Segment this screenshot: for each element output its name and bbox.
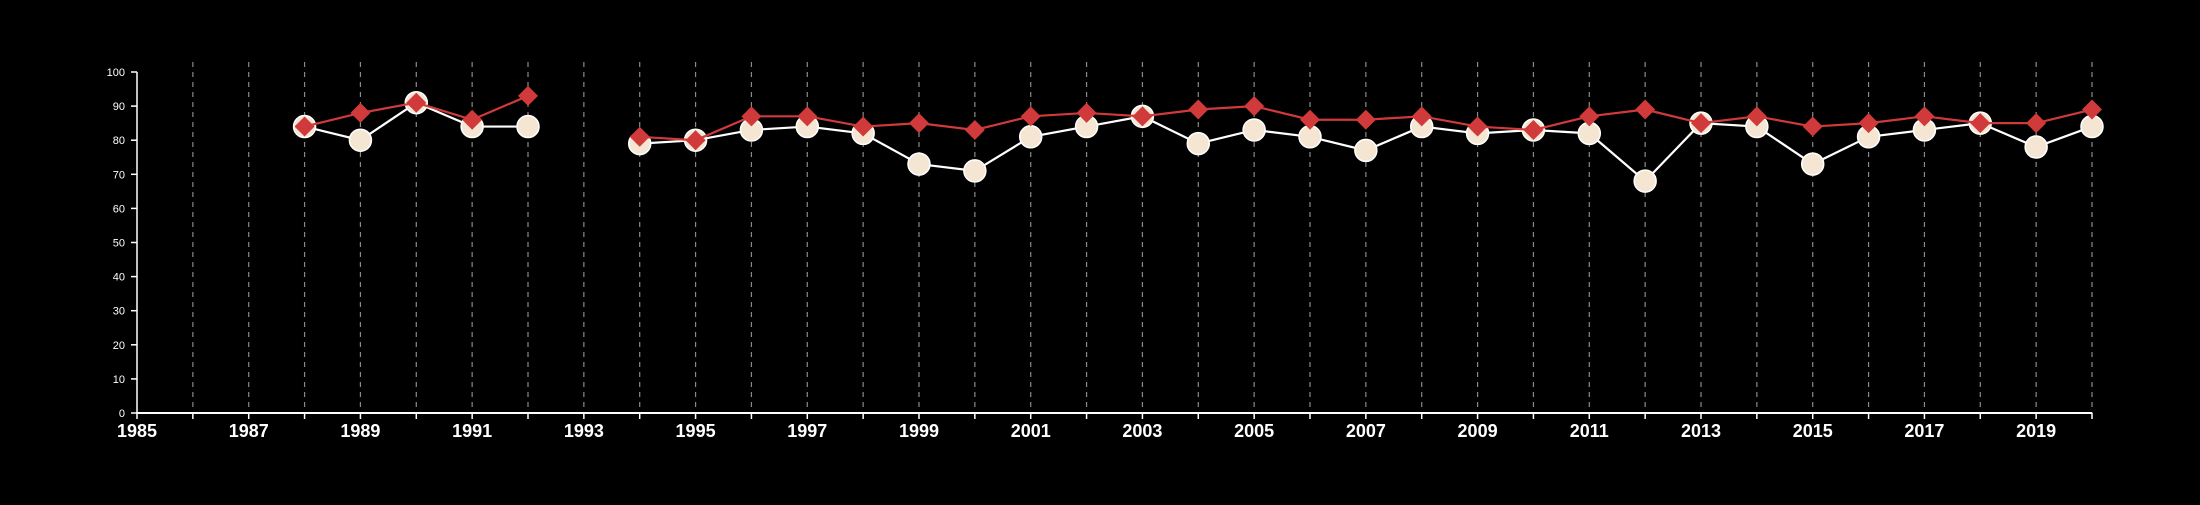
x-tick-label: 2013 [1681,421,1721,441]
axis-layer: 0 10 20 30 40 50 60 70 80 90 100 1985 1987 1989 1991 19… [107,67,2093,441]
data-point [1355,109,1376,130]
x-tick-label: 1989 [340,421,380,441]
data-point [853,116,874,137]
data-point [1242,118,1266,142]
data-point [348,128,373,152]
y-tick-label: 40 [113,272,125,284]
x-tick-label: 1987 [229,421,269,441]
data-point [1523,119,1544,140]
data-point [350,102,371,123]
series-diamond [294,85,2102,151]
y-tick-label: 30 [113,306,125,318]
data-point [685,130,706,151]
data-point [406,92,427,113]
data-point [1300,109,1320,130]
data-point [964,119,985,140]
series-layer [292,85,2104,193]
data-point [1018,125,1043,149]
x-tick-label: 1993 [564,421,604,441]
data-point [2082,99,2102,120]
data-point [294,116,315,137]
x-tick-label: 1991 [452,421,492,441]
x-tick-label: 1995 [676,421,716,441]
data-point [462,109,483,130]
x-tick-label: 2007 [1346,421,1386,441]
x-tick-label: 2019 [2016,421,2056,441]
data-point [907,152,931,176]
data-point [1691,113,1711,134]
data-point [1411,106,1432,127]
data-point [2024,135,2048,159]
data-point [1188,99,1209,120]
data-point [1970,113,1991,134]
y-tick-label: 70 [113,169,125,181]
y-tick-label: 10 [113,374,125,386]
data-point [1020,106,1041,127]
y-tick-label: 100 [107,67,125,79]
x-tick-label: 2015 [1793,421,1833,441]
y-tick-label: 50 [113,238,125,250]
data-point [1132,106,1153,127]
data-point [1914,106,1935,127]
data-point [518,85,538,106]
x-tick-label: 1999 [899,421,939,441]
x-tick-label: 2001 [1011,421,1051,441]
x-tick-label: 2011 [1570,421,1609,441]
data-point [797,106,818,127]
data-point [1244,96,1265,117]
x-tick-label: 1997 [787,421,827,441]
data-point [1802,116,1823,137]
data-point [1076,102,1097,123]
data-point [909,113,929,134]
data-point [629,126,650,147]
data-point [516,114,540,139]
data-point [1746,106,1767,127]
grid-layer [192,62,2093,413]
x-tick-label: 2003 [1122,421,1162,441]
data-point [741,106,762,127]
y-tick-label: 20 [113,340,125,352]
y-tick-label: 0 [119,408,125,420]
data-point [2026,113,2047,134]
data-point [1186,131,1211,156]
x-tick-label: 1985 [117,421,157,441]
x-tick-label: 2005 [1234,421,1274,441]
data-point [1800,152,1825,176]
y-tick-label: 80 [113,135,125,147]
x-tick-label: 2009 [1458,421,1498,441]
y-tick-label: 60 [113,203,125,215]
data-point [1354,138,1378,163]
data-point [1579,106,1600,127]
data-point [963,159,987,183]
data-point [1858,113,1879,134]
data-point [1467,116,1488,137]
y-tick-label: 90 [113,101,125,113]
x-tick-label: 2017 [1904,421,1944,441]
data-point [1635,99,1656,120]
data-point [1633,169,1657,193]
